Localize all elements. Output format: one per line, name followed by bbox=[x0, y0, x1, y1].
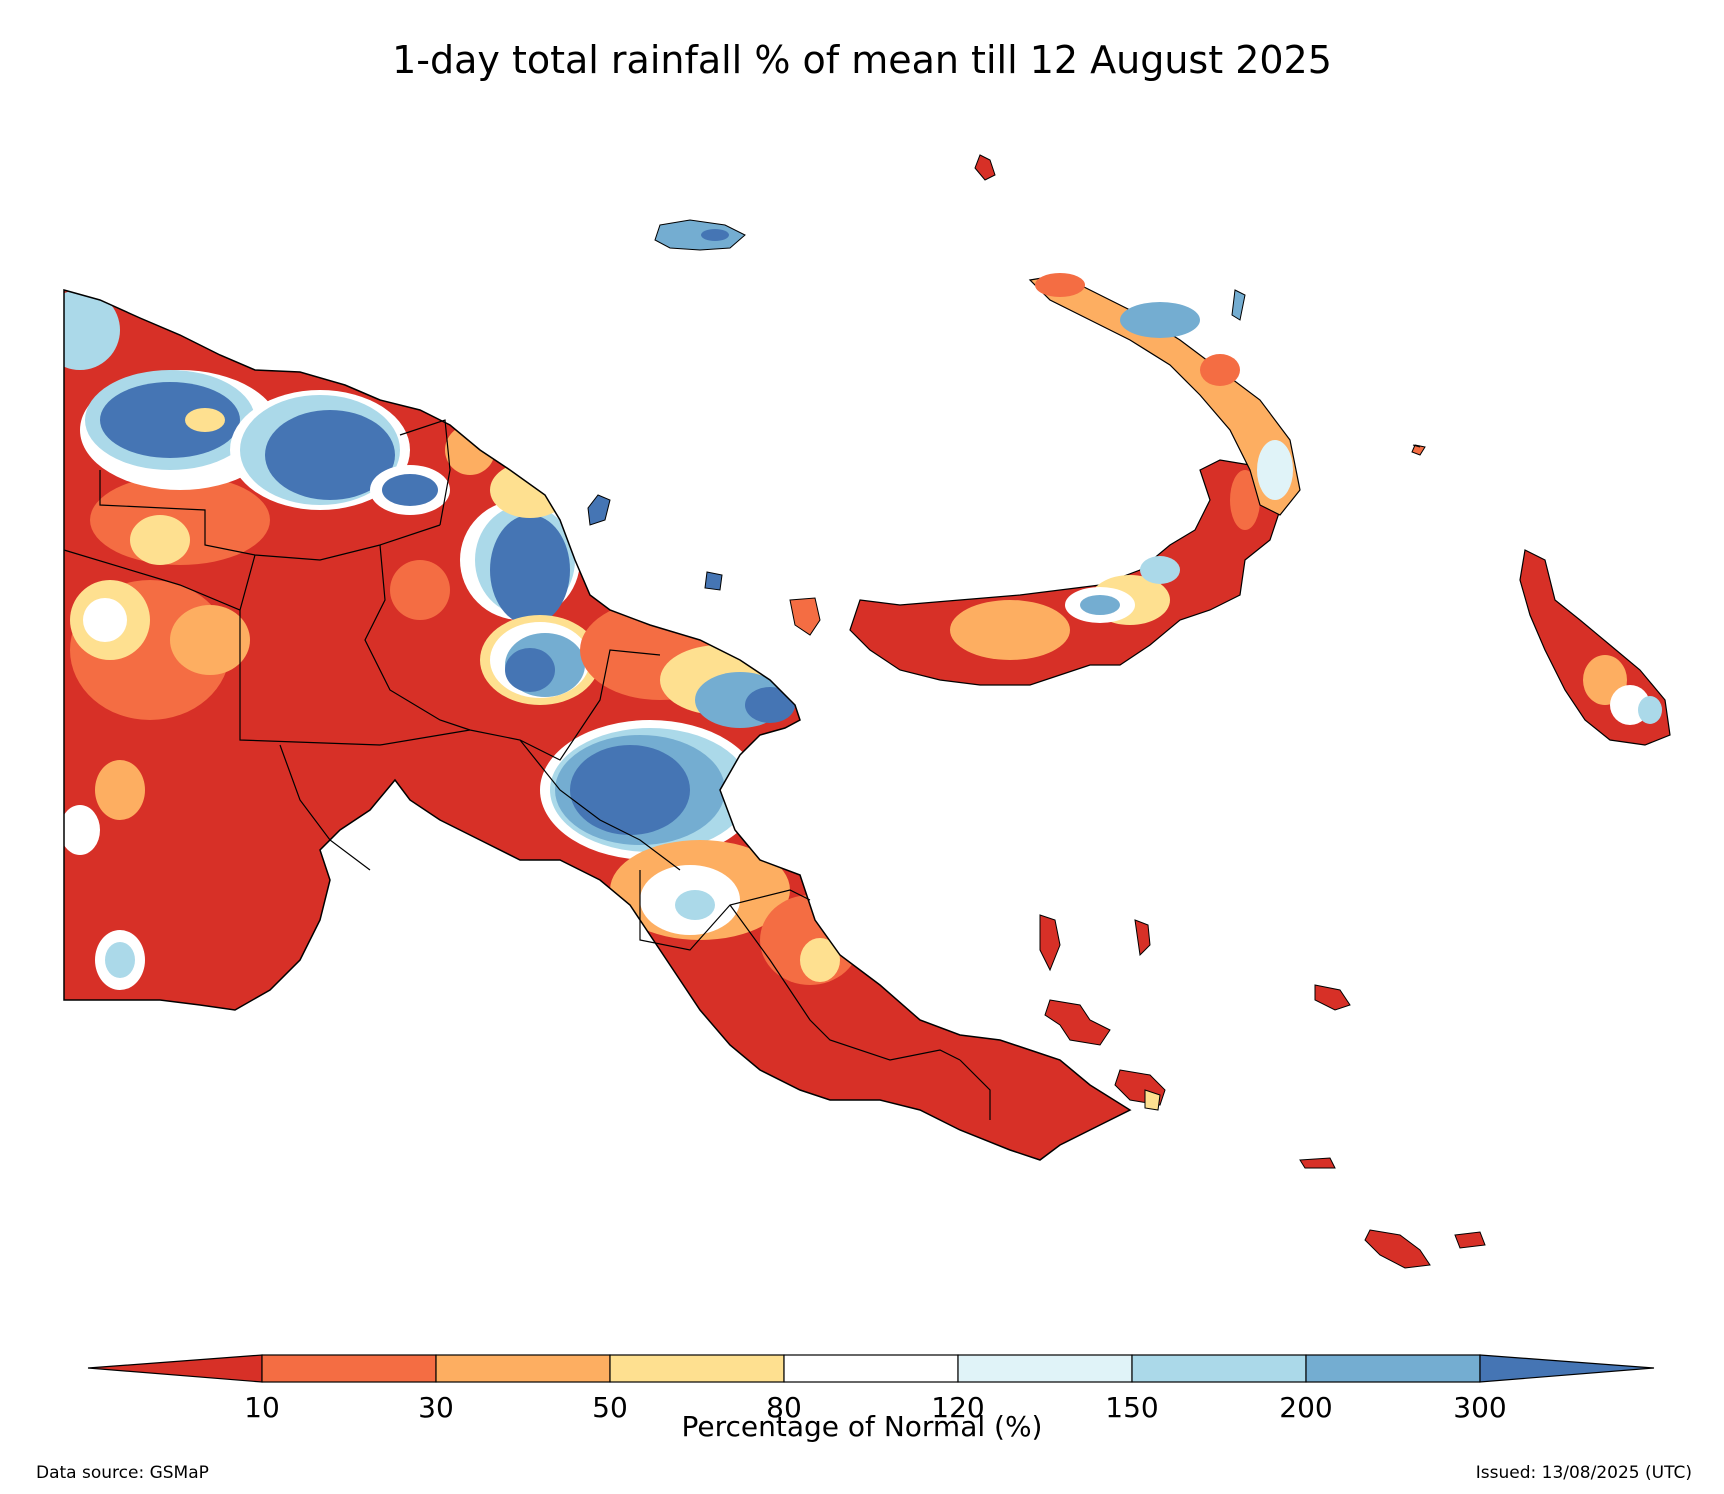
colorbar-bin-80-120 bbox=[783, 1354, 959, 1383]
colorbar-label: Percentage of Normal (%) bbox=[681, 1410, 1043, 1443]
colorbar-tick: 30 bbox=[418, 1391, 454, 1424]
colorbar-bin-150-200 bbox=[1131, 1354, 1307, 1383]
colorbar-bin-10-30 bbox=[261, 1354, 437, 1383]
colorbar-bin-120-150 bbox=[957, 1354, 1133, 1383]
colorbar-ticks: 10 30 50 80 120 150 200 300 bbox=[244, 1391, 1507, 1424]
colorbar-tick: 300 bbox=[1453, 1391, 1506, 1424]
colorbar-tick: 150 bbox=[1105, 1391, 1158, 1424]
colorbar-bin-200-300 bbox=[1305, 1354, 1481, 1383]
colorbar-under bbox=[87, 1354, 263, 1383]
small-islands bbox=[587, 154, 1486, 1269]
manus-island bbox=[654, 219, 746, 251]
map-title: 1-day total rainfall % of mean till 12 A… bbox=[392, 38, 1332, 82]
province-boundaries bbox=[63, 419, 991, 1120]
colorbar-bin-30-50 bbox=[435, 1354, 611, 1383]
issued-date: Issued: 13/08/2025 (UTC) bbox=[1475, 1463, 1692, 1483]
data-source: Data source: GSMaP bbox=[36, 1463, 209, 1483]
mainland bbox=[64, 290, 1130, 1160]
colorbar-over bbox=[1479, 1354, 1655, 1383]
bougainville bbox=[1519, 549, 1671, 746]
mainland-coastline bbox=[63, 289, 1132, 1161]
new-ireland bbox=[1028, 273, 1301, 516]
colorbar-tick: 10 bbox=[244, 1391, 280, 1424]
colorbar-tick: 200 bbox=[1279, 1391, 1332, 1424]
colorbar-bin-50-80 bbox=[609, 1354, 785, 1383]
colorbar bbox=[87, 1354, 1655, 1383]
colorbar-tick: 50 bbox=[592, 1391, 628, 1424]
colorbar-tick: 120 bbox=[931, 1391, 984, 1424]
new-britain bbox=[849, 459, 1286, 686]
colorbar-tick: 80 bbox=[766, 1391, 802, 1424]
